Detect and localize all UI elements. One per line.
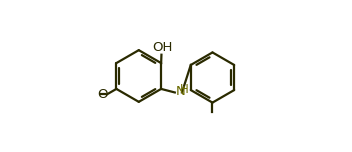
Text: O: O — [97, 88, 108, 101]
Text: OH: OH — [152, 40, 172, 54]
Text: N: N — [176, 85, 186, 98]
Text: H: H — [180, 83, 189, 96]
